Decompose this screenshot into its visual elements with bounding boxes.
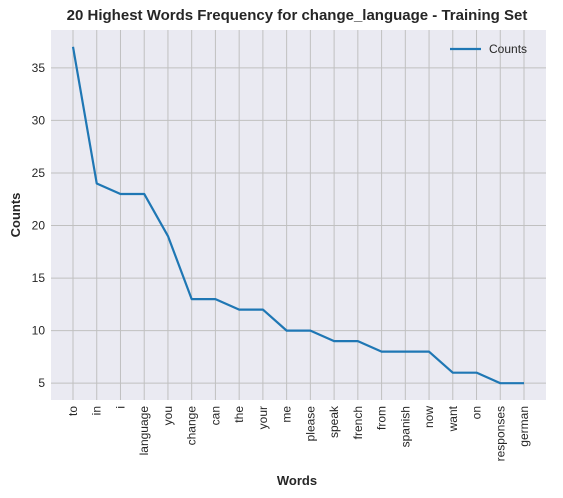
x-tick-label: me bbox=[280, 406, 294, 423]
x-axis-label: Words bbox=[277, 473, 317, 488]
x-tick-label: responses bbox=[493, 406, 507, 461]
x-tick-label: from bbox=[375, 406, 389, 430]
x-tick-label: want bbox=[446, 405, 460, 432]
y-tick-label: 20 bbox=[32, 219, 46, 233]
x-tick-label: i bbox=[113, 406, 127, 409]
x-tick-label: language bbox=[137, 406, 151, 456]
x-tick-label: speak bbox=[327, 405, 341, 438]
x-tick-label: to bbox=[66, 406, 80, 416]
y-axis-label: Counts bbox=[8, 193, 23, 238]
x-tick-label: can bbox=[208, 406, 222, 425]
y-tick-label: 10 bbox=[32, 324, 46, 338]
x-tick-label: change bbox=[185, 406, 199, 446]
x-tick-label: you bbox=[161, 406, 175, 425]
y-tick-label: 35 bbox=[32, 61, 46, 75]
x-grid bbox=[72, 30, 525, 400]
x-tick-labels: to in i language you change can the your me please… bbox=[66, 405, 531, 461]
x-tick-label: the bbox=[232, 406, 246, 423]
x-tick-label: now bbox=[422, 406, 436, 428]
x-tick-label: your bbox=[256, 406, 270, 429]
y-tick-label: 25 bbox=[32, 166, 46, 180]
x-tick-label: in bbox=[90, 406, 104, 415]
series-line-counts bbox=[71, 46, 524, 385]
x-tick-label: please bbox=[303, 406, 317, 442]
x-tick-label: french bbox=[351, 406, 365, 439]
x-tick-label: on bbox=[470, 406, 484, 419]
y-tick-label: 30 bbox=[32, 113, 46, 127]
x-tick-label: german bbox=[517, 406, 531, 447]
y-tick-label: 15 bbox=[32, 271, 46, 285]
plot-area bbox=[51, 30, 546, 400]
x-tick-label: spanish bbox=[398, 406, 412, 447]
chart-title: 20 Highest Words Frequency for change_la… bbox=[67, 7, 528, 24]
legend-label-counts: Counts bbox=[489, 42, 527, 56]
legend: Counts bbox=[450, 42, 527, 56]
y-tick-labels: 5 10 15 20 25 30 35 bbox=[32, 61, 46, 390]
y-tick-label: 5 bbox=[38, 376, 45, 390]
